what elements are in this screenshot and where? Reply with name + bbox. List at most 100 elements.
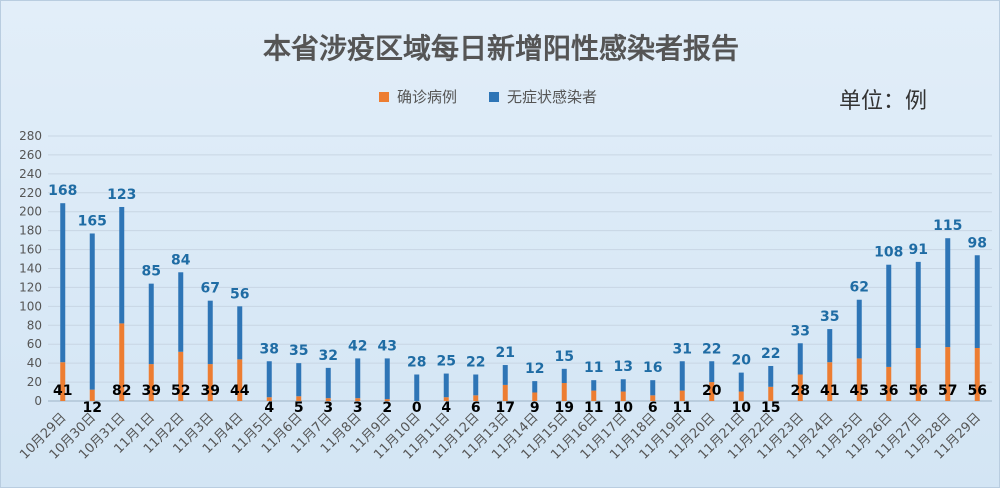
legend-swatch-confirmed (379, 91, 389, 102)
data-label-confirmed: 5 (294, 400, 304, 416)
data-label-confirmed: 10 (614, 400, 634, 416)
bar-confirmed (945, 347, 951, 401)
data-label-asymptomatic: 85 (142, 264, 161, 280)
y-tick-label: 20 (27, 375, 42, 389)
data-label-asymptomatic: 43 (378, 338, 397, 354)
bar-asymptomatic (178, 272, 184, 352)
data-label-confirmed: 0 (412, 400, 422, 416)
bar-confirmed (532, 392, 538, 401)
data-label-asymptomatic: 35 (820, 309, 839, 325)
bar-confirmed (207, 364, 213, 401)
bar-confirmed (827, 362, 833, 401)
legend-entry-asymptomatic: 无症状感染者 (489, 86, 597, 107)
bar-asymptomatic (414, 374, 420, 401)
bar-asymptomatic (89, 233, 95, 390)
bar-asymptomatic (945, 238, 951, 348)
data-label-asymptomatic: 98 (968, 235, 987, 251)
bar-asymptomatic (738, 372, 744, 392)
bar-confirmed (443, 397, 449, 401)
data-label-asymptomatic: 22 (702, 341, 721, 357)
data-label-asymptomatic: 168 (48, 183, 77, 199)
data-label-asymptomatic: 22 (466, 355, 485, 371)
data-label-confirmed: 41 (53, 383, 72, 399)
y-tick-label: 100 (19, 299, 42, 313)
y-tick-label: 60 (27, 337, 42, 351)
data-label-confirmed: 45 (850, 383, 869, 399)
bar-asymptomatic (266, 361, 272, 398)
data-label-confirmed: 6 (471, 400, 481, 416)
bar-asymptomatic (709, 361, 715, 383)
data-label-asymptomatic: 31 (673, 341, 692, 357)
bar-confirmed (738, 391, 744, 401)
data-label-asymptomatic: 21 (496, 345, 515, 361)
data-label-confirmed: 6 (648, 400, 658, 416)
legend-label-confirmed: 确诊病例 (397, 88, 458, 106)
data-label-asymptomatic: 33 (791, 323, 810, 339)
data-label-confirmed: 20 (702, 383, 722, 399)
bar-confirmed (591, 390, 597, 401)
bar-confirmed (502, 384, 508, 401)
data-label-confirmed: 57 (938, 383, 957, 399)
data-label-confirmed: 44 (230, 383, 250, 399)
data-label-confirmed: 11 (673, 400, 692, 416)
chart-title: 本省涉疫区域每日新增阳性感染者报告 (262, 32, 739, 65)
y-tick-label: 40 (27, 356, 42, 370)
data-label-confirmed: 39 (142, 383, 161, 399)
bar-asymptomatic (443, 373, 449, 398)
bar-confirmed (473, 395, 479, 401)
bar-confirmed (325, 398, 331, 401)
bar-asymptomatic (561, 368, 567, 384)
bar-asymptomatic (679, 361, 685, 391)
bar-confirmed (620, 391, 626, 401)
bar-confirmed (384, 399, 390, 401)
data-label-confirmed: 3 (353, 400, 363, 416)
bar-asymptomatic (148, 283, 154, 365)
bar-confirmed (296, 396, 302, 401)
data-label-asymptomatic: 115 (933, 218, 962, 234)
data-label-asymptomatic: 108 (874, 245, 903, 261)
unit-note: 单位：例 (839, 89, 928, 114)
bar-asymptomatic (768, 365, 774, 387)
bar-asymptomatic (827, 329, 833, 363)
bar-confirmed (886, 366, 892, 401)
data-label-confirmed: 4 (264, 400, 274, 416)
legend-swatch-asymptomatic (489, 91, 500, 102)
bar-confirmed (89, 389, 95, 401)
data-label-asymptomatic: 67 (201, 281, 220, 297)
data-label-asymptomatic: 123 (107, 187, 136, 203)
bar-confirmed (178, 351, 184, 401)
y-tick-label: 80 (27, 318, 42, 332)
y-tick-label: 140 (19, 262, 42, 276)
data-label-asymptomatic: 56 (230, 286, 249, 302)
bar-asymptomatic (974, 255, 980, 348)
data-label-confirmed: 12 (83, 400, 102, 416)
data-label-confirmed: 39 (201, 383, 220, 399)
data-label-asymptomatic: 91 (909, 242, 928, 258)
data-label-asymptomatic: 15 (555, 349, 574, 365)
bar-confirmed (237, 359, 243, 401)
data-label-confirmed: 10 (732, 400, 752, 416)
legend-label-asymptomatic: 无症状感染者 (507, 88, 598, 106)
bar-asymptomatic (207, 300, 213, 365)
data-label-asymptomatic: 165 (78, 213, 107, 229)
data-label-asymptomatic: 11 (584, 360, 603, 376)
bar-asymptomatic (915, 261, 921, 348)
data-label-asymptomatic: 28 (407, 355, 426, 371)
bar-asymptomatic (473, 374, 479, 396)
data-label-confirmed: 2 (382, 400, 392, 416)
data-label-asymptomatic: 84 (171, 252, 191, 268)
bar-asymptomatic (60, 203, 66, 363)
data-label-confirmed: 9 (530, 400, 540, 416)
bar-confirmed (915, 348, 921, 401)
bar-confirmed (355, 398, 361, 401)
legend: 确诊病例 无症状感染者 (379, 86, 597, 107)
data-label-confirmed: 82 (112, 383, 131, 399)
bar-asymptomatic (532, 381, 538, 393)
y-tick-label: 0 (34, 394, 42, 408)
data-label-confirmed: 36 (879, 383, 898, 399)
y-tick-label: 180 (19, 224, 42, 238)
y-tick-label: 160 (19, 243, 42, 257)
y-tick-label: 280 (19, 129, 42, 143)
